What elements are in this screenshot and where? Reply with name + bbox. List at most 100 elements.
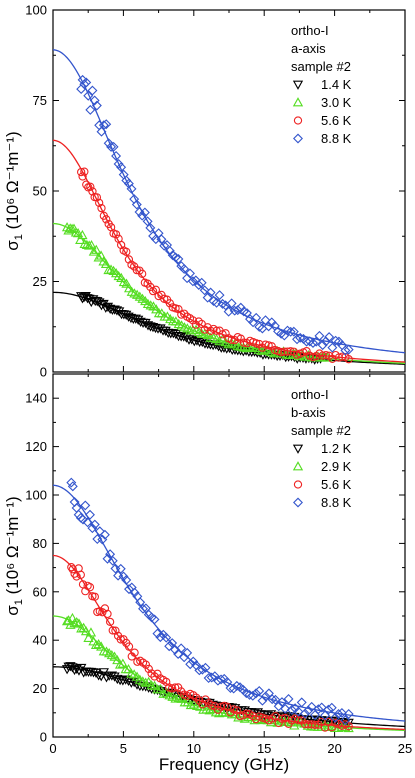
top-data-point bbox=[109, 305, 120, 315]
top-data-point bbox=[173, 254, 184, 264]
bottom-data-point bbox=[306, 701, 317, 712]
top-data-point bbox=[142, 216, 153, 227]
bottom-data-point bbox=[286, 704, 297, 715]
bottom-y-tick-label: 0 bbox=[40, 730, 47, 745]
bottom-data-point bbox=[71, 616, 82, 627]
bottom-data-point bbox=[316, 702, 327, 713]
bottom-data-point bbox=[146, 680, 157, 690]
top-legend-marker bbox=[293, 116, 303, 125]
bottom-data-point bbox=[173, 692, 184, 703]
top-data-point bbox=[114, 307, 125, 317]
bottom-data-point bbox=[170, 693, 181, 703]
top-legend-marker bbox=[292, 80, 304, 90]
top-legend-header: sample #2 bbox=[291, 59, 351, 74]
bottom-data-point bbox=[273, 701, 284, 712]
bottom-legend-label: 1.2 K bbox=[321, 441, 352, 456]
top-data-point bbox=[208, 332, 219, 343]
bottom-data-point bbox=[313, 704, 324, 715]
top-data-point bbox=[178, 332, 189, 342]
bottom-data-point bbox=[73, 618, 85, 628]
top-data-point bbox=[280, 347, 289, 356]
bottom-data-point bbox=[83, 632, 94, 642]
bottom-data-point bbox=[260, 691, 271, 702]
bottom-data-point bbox=[149, 614, 160, 625]
top-data-point bbox=[75, 234, 86, 244]
top-data-point bbox=[77, 167, 86, 177]
top-data-point bbox=[85, 104, 96, 115]
bottom-data-point bbox=[76, 570, 85, 579]
top-data-point bbox=[188, 316, 198, 325]
bottom-legend-marker bbox=[292, 444, 304, 454]
bottom-data-point bbox=[344, 722, 353, 731]
bottom-legend-header: b-axis bbox=[291, 405, 326, 420]
top-legend-label: 1.4 K bbox=[321, 77, 352, 92]
top-data-point bbox=[318, 351, 327, 360]
bottom-data-point bbox=[170, 644, 181, 655]
top-data-point bbox=[277, 347, 286, 357]
top-data-point bbox=[295, 332, 306, 343]
top-data-point bbox=[275, 348, 286, 358]
top-data-point bbox=[98, 120, 109, 131]
bottom-data-point bbox=[67, 612, 78, 623]
bottom-y-tick-label: 60 bbox=[33, 584, 47, 599]
top-data-point bbox=[111, 151, 122, 161]
bottom-data-point bbox=[150, 672, 159, 681]
bottom-data-point bbox=[112, 654, 123, 665]
bottom-data-point bbox=[80, 500, 91, 511]
top-data-point bbox=[344, 355, 353, 364]
bottom-data-point bbox=[336, 707, 347, 718]
top-data-point bbox=[179, 322, 190, 332]
bottom-legend-label: 8.8 K bbox=[321, 495, 352, 510]
top-data-point bbox=[105, 264, 117, 274]
top-series-1 bbox=[53, 222, 405, 365]
bottom-data-point bbox=[117, 676, 129, 686]
top-legend-marker bbox=[292, 97, 304, 107]
top-legend-label: 8.8 K bbox=[321, 131, 352, 146]
bottom-data-point bbox=[141, 660, 151, 669]
bottom-data-point bbox=[101, 673, 112, 683]
top-data-point bbox=[126, 286, 137, 296]
top-data-point bbox=[308, 352, 318, 362]
bottom-data-point bbox=[87, 523, 98, 534]
top-legend-label: 3.0 K bbox=[321, 95, 352, 110]
bottom-data-point bbox=[257, 695, 268, 706]
top-plot-area bbox=[53, 49, 405, 365]
top-data-point bbox=[80, 167, 89, 176]
top-y-tick-label: 75 bbox=[33, 93, 47, 108]
bottom-data-point bbox=[185, 659, 196, 670]
top-data-point bbox=[116, 162, 127, 173]
top-data-point bbox=[91, 244, 102, 254]
bottom-data-point bbox=[71, 664, 82, 675]
bottom-data-point bbox=[68, 565, 77, 574]
bottom-data-point bbox=[121, 575, 132, 585]
bottom-data-point bbox=[101, 646, 112, 656]
bottom-data-point bbox=[231, 680, 242, 691]
bottom-y-axis-label: σ1 (10⁶ Ω⁻¹m⁻¹) bbox=[3, 496, 25, 615]
top-data-point bbox=[86, 182, 95, 191]
top-data-point bbox=[285, 326, 296, 337]
top-data-point bbox=[238, 342, 249, 352]
top-data-point bbox=[248, 317, 259, 328]
top-data-point bbox=[180, 309, 189, 318]
top-y-tick-label: 0 bbox=[40, 365, 47, 380]
top-data-point bbox=[252, 339, 261, 348]
bottom-data-point bbox=[197, 664, 208, 675]
top-data-point bbox=[286, 347, 295, 356]
bottom-y-tick-label: 120 bbox=[25, 439, 47, 454]
bottom-series-3 bbox=[53, 477, 405, 726]
top-data-point bbox=[334, 353, 344, 362]
bottom-data-point bbox=[99, 529, 110, 540]
top-data-point bbox=[283, 347, 292, 356]
top-data-point bbox=[116, 272, 127, 283]
top-data-point bbox=[77, 229, 88, 240]
bottom-data-point bbox=[216, 674, 227, 685]
top-data-point bbox=[205, 287, 216, 298]
bottom-data-point bbox=[88, 668, 99, 678]
bottom-data-point bbox=[144, 664, 153, 674]
top-data-point bbox=[82, 180, 91, 189]
top-data-point bbox=[261, 340, 270, 349]
bottom-data-point bbox=[117, 658, 129, 668]
top-data-point bbox=[187, 276, 198, 287]
top-data-point bbox=[131, 199, 142, 210]
bottom-data-point bbox=[316, 721, 327, 731]
